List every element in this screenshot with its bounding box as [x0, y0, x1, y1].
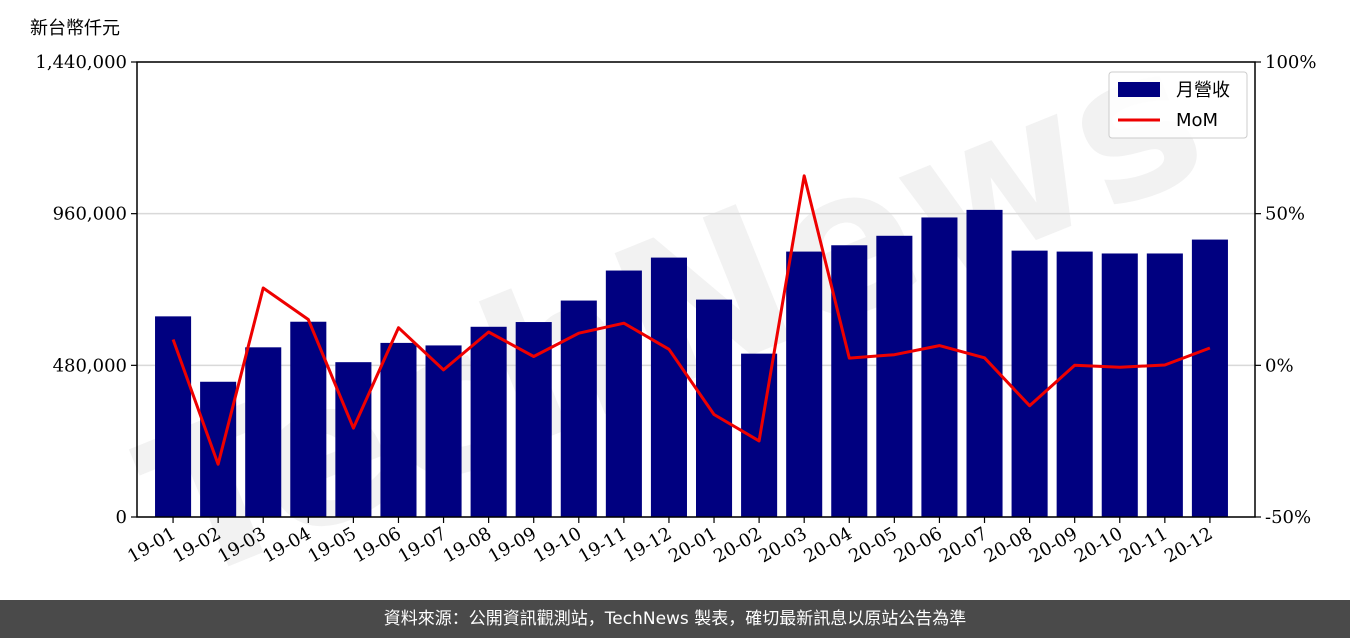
legend: 月營收 MoM: [1108, 71, 1248, 139]
bar-20-06: [921, 217, 958, 518]
bar-19-02: [200, 381, 237, 517]
bar-19-12: [650, 257, 687, 517]
x-tick-label: 20-09: [1026, 523, 1081, 567]
bar-20-08: [1011, 250, 1048, 517]
x-tick-label: 19-10: [530, 523, 585, 567]
x-tick-label: 20-05: [845, 523, 900, 567]
bar-19-08: [470, 326, 507, 517]
revenue-chart: TechNews 0480,000960,0001,440,000-50%0%5…: [35, 0, 1316, 600]
left-tick-label: 0: [116, 507, 127, 528]
mom-line-series: [171, 174, 1211, 466]
x-tick-label: 20-11: [1116, 523, 1171, 567]
left-tick-label: 1,440,000: [35, 52, 127, 73]
bar-20-10: [1101, 253, 1138, 517]
x-tick-label: 20-10: [1071, 523, 1126, 567]
bar-19-11: [605, 270, 642, 517]
x-tick-label: 19-01: [124, 523, 179, 567]
x-tick-label: 20-12: [1161, 523, 1216, 567]
bar-20-09: [1056, 251, 1093, 518]
bar-20-11: [1146, 253, 1183, 517]
x-tick-label: 20-04: [800, 523, 855, 567]
bar-19-05: [335, 362, 372, 517]
bar-20-03: [786, 251, 823, 518]
x-tick-label: 20-07: [936, 523, 991, 567]
plot-frame: [136, 61, 1256, 518]
right-tick-label: 0%: [1265, 355, 1294, 376]
mom-line: [171, 174, 1211, 466]
right-tick-label: 50%: [1265, 204, 1305, 225]
y-axis-unit-label: 新台幣仟元: [30, 18, 120, 39]
right-tick-label: -50%: [1265, 507, 1311, 528]
x-tick-label: 19-09: [485, 523, 540, 567]
bar-19-04: [290, 321, 327, 517]
x-tick-label: 20-06: [890, 523, 945, 567]
bar-series: [155, 209, 1228, 518]
bar-19-03: [245, 347, 282, 517]
left-tick-label: 480,000: [53, 355, 127, 376]
source-footer: 資料來源：公開資訊觀測站，TechNews 製表，確切最新訊息以原站公告為準: [0, 600, 1350, 638]
bar-19-10: [560, 300, 597, 517]
legend-bar-swatch: [1118, 82, 1160, 97]
bar-20-07: [966, 209, 1003, 517]
bar-20-04: [831, 245, 868, 517]
x-tick-label: 20-08: [981, 523, 1036, 567]
x-tick-label: 19-11: [575, 523, 630, 567]
bar-19-01: [155, 316, 192, 517]
x-tick-label: 20-03: [755, 523, 810, 567]
x-tick-label: 20-02: [710, 523, 765, 567]
bar-19-09: [515, 322, 552, 517]
bar-19-06: [380, 342, 417, 517]
legend-label-revenue: 月營收: [1176, 80, 1230, 101]
x-tick-label: 19-08: [440, 523, 495, 567]
bar-19-07: [425, 345, 462, 517]
bar-20-01: [696, 299, 733, 517]
bar-20-05: [876, 235, 913, 517]
right-tick-label: 100%: [1265, 52, 1316, 73]
x-tick-label: 20-01: [665, 523, 720, 567]
left-tick-label: 960,000: [53, 204, 127, 225]
bar-20-12: [1191, 239, 1228, 517]
legend-label-mom: MoM: [1176, 110, 1218, 131]
x-tick-label: 19-12: [620, 523, 675, 567]
